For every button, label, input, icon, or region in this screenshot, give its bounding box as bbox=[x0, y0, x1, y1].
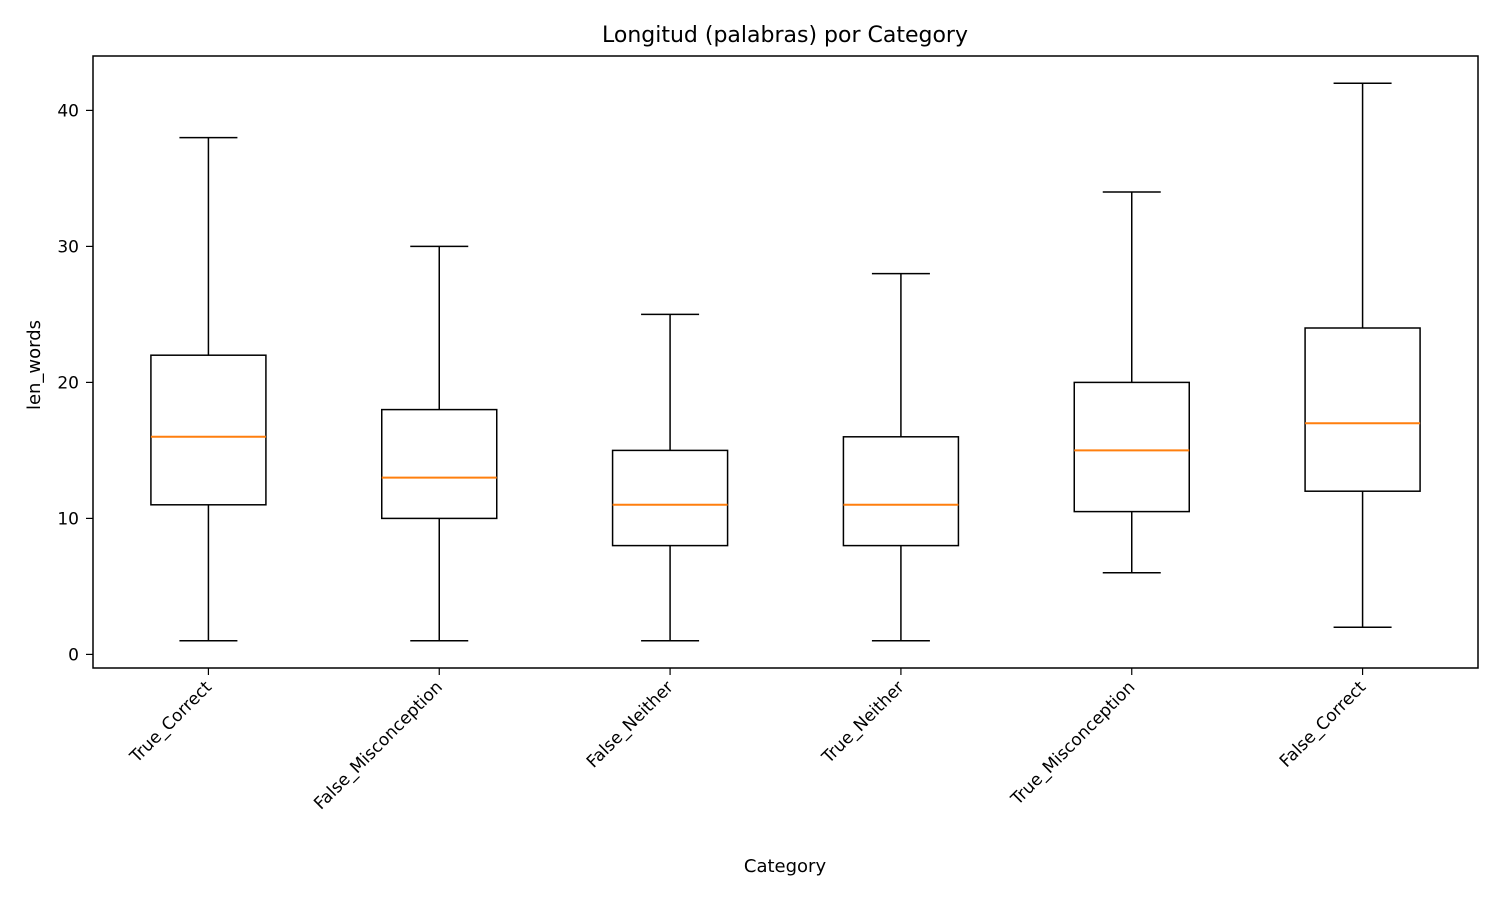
y-tick-label: 20 bbox=[57, 373, 79, 393]
iqr-box bbox=[842, 436, 960, 547]
y-tick-label: 30 bbox=[57, 237, 79, 257]
y-tick-label: 40 bbox=[57, 101, 79, 121]
iqr-box bbox=[1073, 381, 1190, 513]
x-tick-label: True_Neither bbox=[818, 677, 909, 768]
plot-area-frame bbox=[92, 55, 1479, 669]
iqr-box bbox=[150, 354, 267, 506]
y-tick-label: 10 bbox=[57, 509, 79, 529]
box-True_Neither bbox=[842, 272, 960, 642]
box-True_Correct bbox=[150, 136, 267, 642]
iqr-box bbox=[611, 449, 729, 547]
chart-title: Longitud (palabras) por Category bbox=[602, 23, 968, 48]
box-False_Correct bbox=[1304, 82, 1421, 628]
x-tick-label: False_Neither bbox=[583, 677, 678, 772]
y-axis-label: len_words bbox=[24, 320, 45, 410]
y-axis: 0 10 20 30 40 bbox=[57, 101, 93, 665]
box-False_Neither bbox=[611, 313, 729, 642]
x-axis-label: Category bbox=[744, 856, 827, 877]
boxes-group bbox=[150, 82, 1421, 642]
x-tick-label: False_Misconception bbox=[310, 677, 447, 814]
x-tick-label: True_Correct bbox=[126, 677, 217, 768]
box-False_Misconception bbox=[381, 245, 498, 642]
x-tick-label: False_Correct bbox=[1276, 677, 1370, 771]
iqr-box bbox=[381, 408, 498, 520]
x-tick-label: True_Misconception bbox=[1007, 677, 1140, 810]
iqr-box bbox=[1304, 327, 1421, 492]
y-tick-label: 0 bbox=[68, 645, 79, 665]
box-True_Misconception bbox=[1073, 191, 1190, 574]
x-axis: True_Correct False_Misconception False_Nei… bbox=[126, 668, 1370, 814]
